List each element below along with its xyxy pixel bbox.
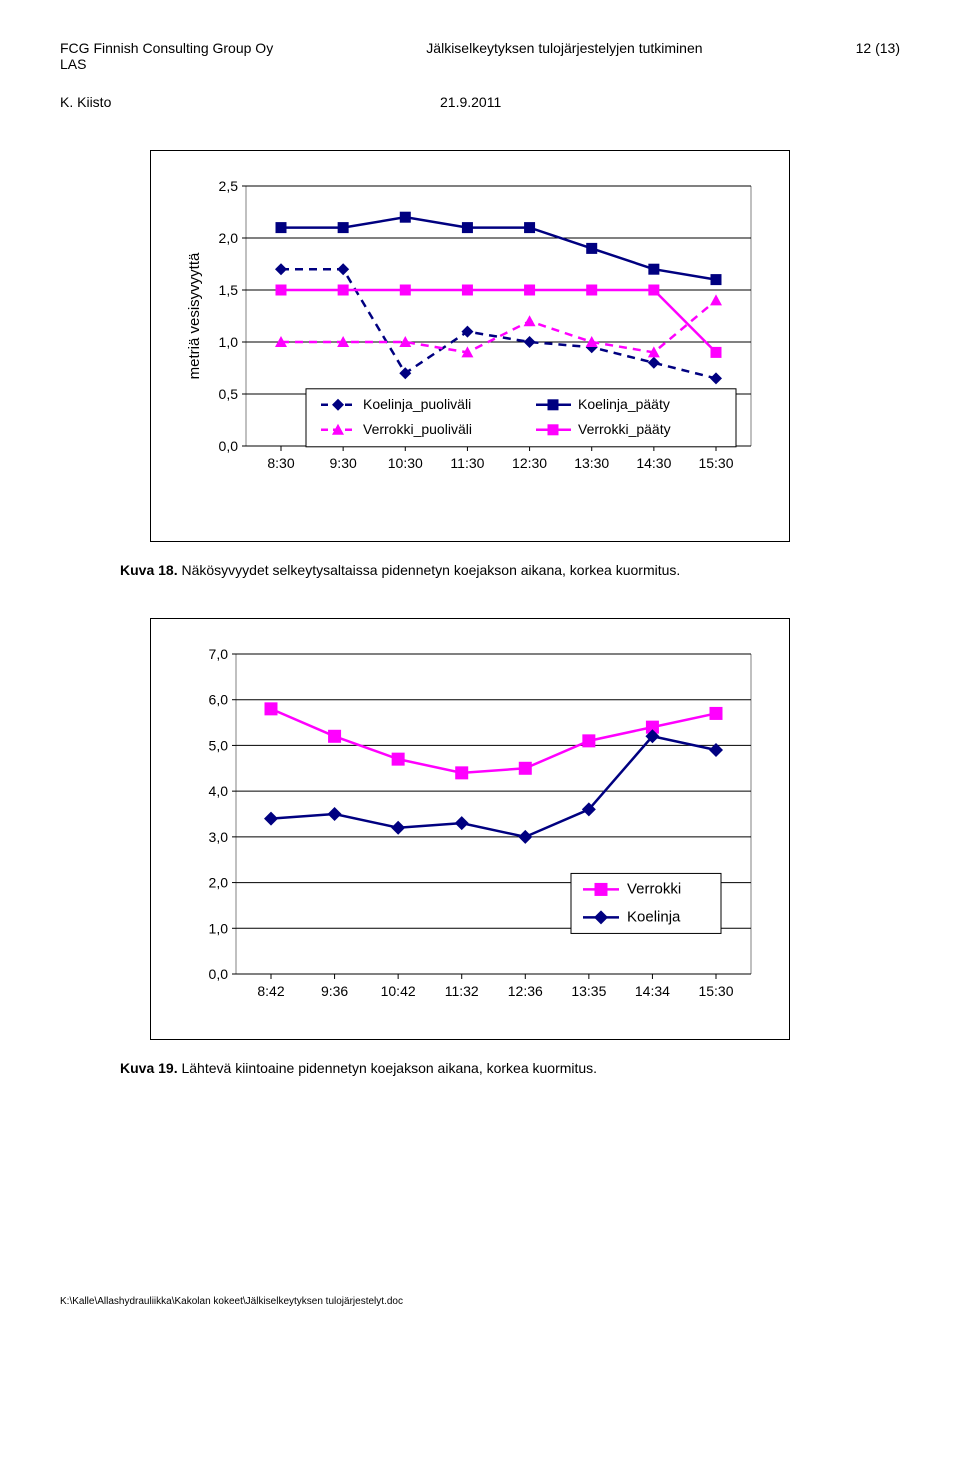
- caption-2-text: Lähtevä kiintoaine pidennetyn koejakson …: [178, 1060, 597, 1076]
- svg-text:2,5: 2,5: [219, 178, 239, 194]
- header-date: 21.9.2011: [440, 94, 501, 110]
- caption-2: Kuva 19. Lähtevä kiintoaine pidennetyn k…: [120, 1060, 840, 1076]
- caption-1-label: Kuva 18.: [120, 562, 178, 578]
- svg-text:8:42: 8:42: [257, 983, 284, 999]
- svg-text:15:30: 15:30: [698, 455, 733, 471]
- svg-text:11:32: 11:32: [445, 983, 479, 999]
- svg-text:13:35: 13:35: [571, 983, 606, 999]
- header-org2: LAS: [60, 56, 273, 72]
- svg-text:3,0: 3,0: [209, 829, 229, 845]
- svg-text:7,0: 7,0: [209, 646, 229, 662]
- svg-text:9:30: 9:30: [330, 455, 357, 471]
- svg-text:2,0: 2,0: [219, 230, 239, 246]
- svg-text:6,0: 6,0: [209, 692, 229, 708]
- footer-path: K:\Kalle\Allashydrauliikka\Kakolan kokee…: [60, 1296, 900, 1307]
- svg-text:13:30: 13:30: [574, 455, 609, 471]
- svg-text:11:30: 11:30: [450, 455, 484, 471]
- svg-text:14:30: 14:30: [636, 455, 671, 471]
- header-author: K. Kiisto: [60, 94, 440, 110]
- svg-text:Koelinja: Koelinja: [627, 908, 681, 925]
- svg-text:12:36: 12:36: [508, 983, 543, 999]
- header-title: Jälkiselkeytyksen tulojärjestelyjen tutk…: [426, 40, 702, 72]
- svg-text:14:34: 14:34: [635, 983, 670, 999]
- svg-text:9:36: 9:36: [321, 983, 348, 999]
- svg-text:8:30: 8:30: [267, 455, 294, 471]
- chart-2: 0,0 1,0 2,0 3,0 4,0 5,0 6,0 7,0 8:42 9:36 10:42 11:…: [150, 618, 790, 1040]
- svg-text:10:30: 10:30: [388, 455, 423, 471]
- svg-text:1,5: 1,5: [219, 282, 239, 298]
- svg-text:15:30: 15:30: [698, 983, 733, 999]
- svg-text:Koelinja_puoliväli: Koelinja_puoliväli: [363, 396, 471, 412]
- svg-text:1,0: 1,0: [209, 920, 229, 936]
- svg-text:4,0: 4,0: [209, 783, 229, 799]
- svg-text:Verrokki: Verrokki: [627, 880, 681, 897]
- svg-text:0,0: 0,0: [219, 438, 239, 454]
- caption-1-text: Näkösyvyydet selkeytysaltaissa pidennety…: [178, 562, 681, 578]
- svg-text:metriä vesisyvyyttä: metriä vesisyvyyttä: [186, 252, 203, 379]
- svg-text:12:30: 12:30: [512, 455, 547, 471]
- header-page: 12 (13): [856, 40, 900, 72]
- svg-text:Verrokki_pääty: Verrokki_pääty: [578, 421, 671, 437]
- svg-text:Verrokki_puoliväli: Verrokki_puoliväli: [363, 421, 472, 437]
- chart-1: 0,0 0,5 1,0 1,5 2,0 2,5 8:30 9:30 10:30 11:30 12:3…: [150, 150, 790, 542]
- svg-text:Koelinja_pääty: Koelinja_pääty: [578, 396, 670, 412]
- svg-text:0,0: 0,0: [209, 966, 229, 982]
- caption-2-label: Kuva 19.: [120, 1060, 178, 1076]
- svg-text:0,5: 0,5: [219, 386, 239, 402]
- caption-1: Kuva 18. Näkösyvyydet selkeytysaltaissa …: [120, 562, 840, 578]
- header-org: FCG Finnish Consulting Group Oy: [60, 40, 273, 56]
- svg-text:1,0: 1,0: [219, 334, 239, 350]
- svg-text:2,0: 2,0: [209, 875, 229, 891]
- svg-text:5,0: 5,0: [209, 737, 229, 753]
- svg-text:10:42: 10:42: [381, 983, 416, 999]
